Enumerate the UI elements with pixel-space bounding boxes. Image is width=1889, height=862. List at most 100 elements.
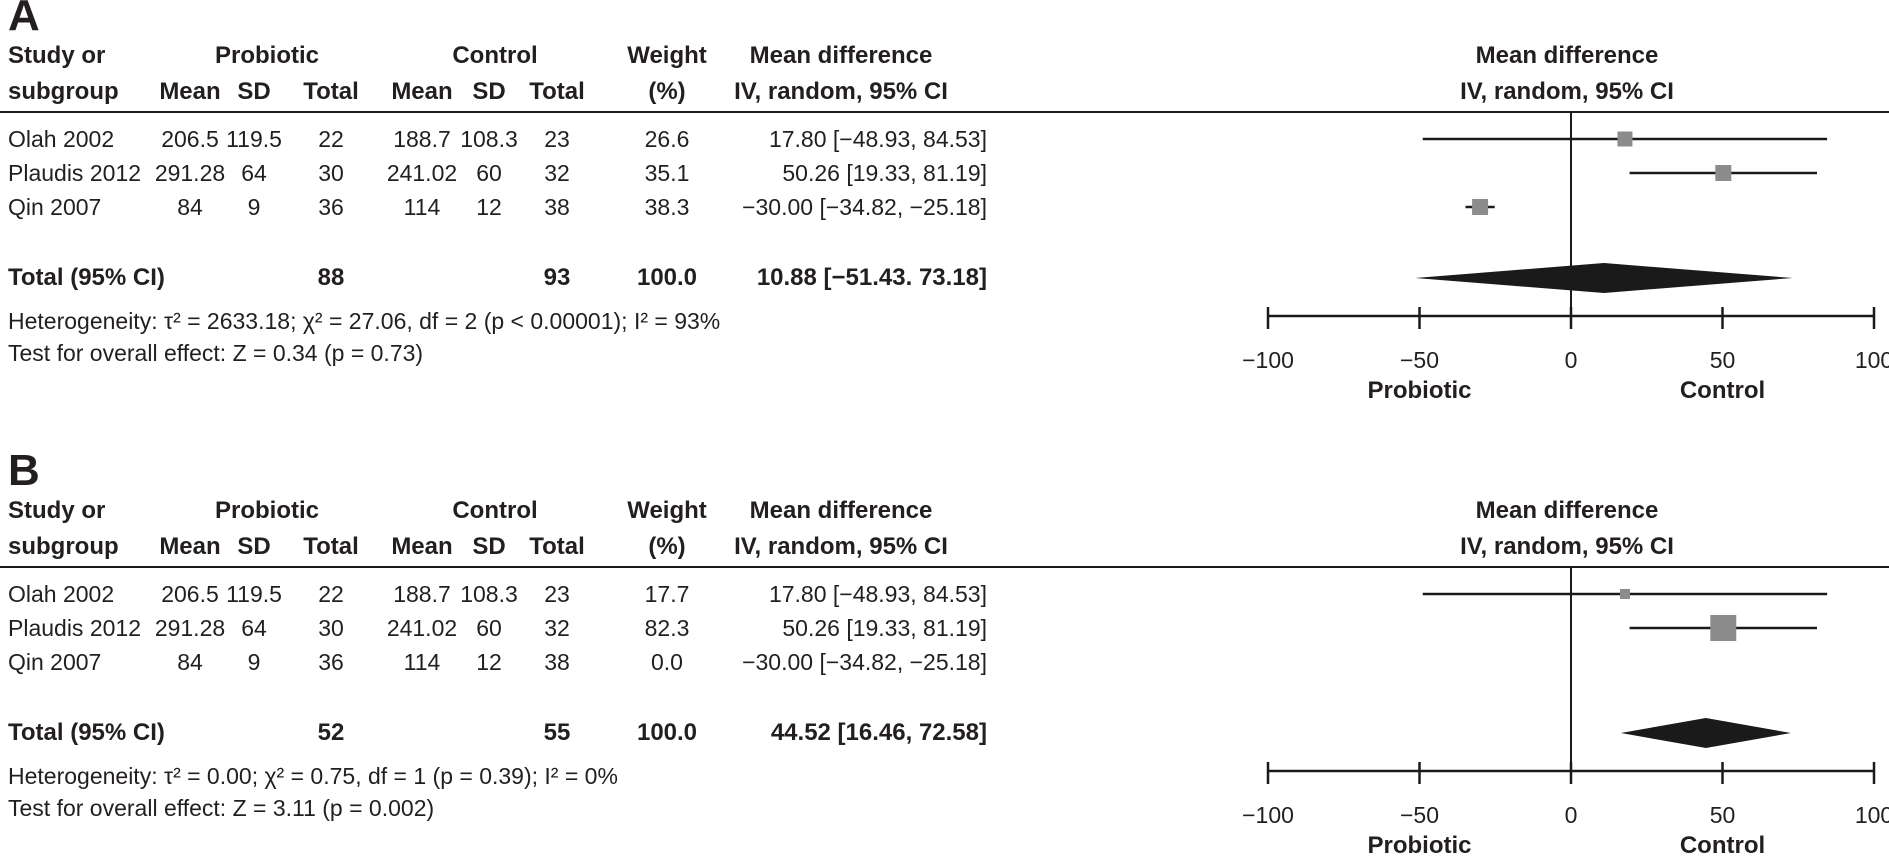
col-header-group-probiotic: Probiotic bbox=[214, 497, 319, 524]
probiotic-mean: 291.28 bbox=[154, 160, 226, 186]
axis-tick-label: −50 bbox=[1400, 802, 1439, 828]
axis-tick-label: 0 bbox=[1565, 802, 1578, 828]
col-header-total-control: Total bbox=[529, 533, 585, 560]
probiotic-mean: 206.5 bbox=[161, 581, 219, 607]
weight-total: 100.0 bbox=[636, 719, 698, 746]
axis-tick-label: −100 bbox=[1242, 347, 1294, 373]
study-row-plaudis-2012: Plaudis 2012 291.28 64 30 241.02 60 32 8… bbox=[0, 613, 1889, 643]
col-header-md-line2: IV, random, 95% CI bbox=[734, 533, 948, 560]
control-total: 38 bbox=[544, 649, 570, 675]
mean-difference-ci: 17.80 [−48.93, 84.53] bbox=[768, 126, 987, 152]
weight-pct: 35.1 bbox=[644, 160, 690, 186]
effect-square bbox=[1472, 199, 1489, 215]
probiotic-mean: 84 bbox=[177, 194, 203, 220]
col-header-study-line2: subgroup bbox=[8, 533, 119, 560]
col-header-study-line1: Study or bbox=[8, 42, 106, 69]
heterogeneity-text: Heterogeneity: τ² = 0.00; χ² = 0.75, df … bbox=[8, 763, 618, 789]
weight-pct: 26.6 bbox=[644, 126, 690, 152]
plot-title-line1: Mean difference bbox=[1475, 42, 1659, 69]
control-mean: 114 bbox=[403, 649, 441, 675]
axis-tick-label: 50 bbox=[1710, 347, 1736, 373]
control-total: 38 bbox=[544, 194, 570, 220]
axis-group-label-left: Probiotic bbox=[1367, 832, 1471, 859]
control-sd: 60 bbox=[476, 615, 502, 641]
col-header-total-probiotic: Total bbox=[303, 78, 359, 105]
panel-a: A Study or Probiotic Control Weight Mean… bbox=[0, 0, 1889, 407]
effect-square bbox=[1715, 165, 1732, 181]
col-header-group-control: Control bbox=[452, 497, 538, 524]
probiotic-total: 22 bbox=[318, 126, 344, 152]
col-header-study-line2: subgroup bbox=[8, 78, 119, 105]
control-mean: 241.02 bbox=[386, 615, 458, 641]
plot-title-line2: IV, random, 95% CI bbox=[1460, 533, 1674, 560]
panel-b-header-row-2: subgroup Mean SD Total Mean SD Total (%)… bbox=[0, 531, 1889, 563]
total-label: Total (95% CI) bbox=[8, 264, 165, 291]
weight-pct: 0.0 bbox=[651, 649, 683, 675]
effect-square bbox=[1617, 131, 1633, 147]
weight-pct: 82.3 bbox=[644, 615, 690, 641]
probiotic-sd: 9 bbox=[247, 194, 261, 220]
col-header-study-line1: Study or bbox=[8, 497, 106, 524]
col-header-md-line1: Mean difference bbox=[749, 42, 933, 69]
col-header-weight-line1: Weight bbox=[627, 42, 707, 69]
axis-tick-label: 0 bbox=[1565, 347, 1578, 373]
probiotic-total: 36 bbox=[318, 194, 344, 220]
study-row-qin-2007: Qin 2007 84 9 36 114 12 38 0.0 −30.00 [−… bbox=[0, 647, 1889, 677]
heterogeneity-text: Heterogeneity: τ² = 2633.18; χ² = 27.06,… bbox=[8, 308, 721, 334]
mean-difference-ci: 50.26 [19.33, 81.19] bbox=[782, 160, 987, 186]
overall-effect-line: Test for overall effect: Z = 0.34 (p = 0… bbox=[0, 338, 1889, 368]
overall-effect-text: Test for overall effect: Z = 3.11 (p = 0… bbox=[8, 795, 435, 821]
probiotic-total-sum: 52 bbox=[317, 719, 345, 746]
axis-tick-label: 50 bbox=[1710, 802, 1736, 828]
effect-square bbox=[1710, 615, 1737, 641]
col-header-weight-line2: (%) bbox=[648, 78, 686, 105]
study-name: Qin 2007 bbox=[8, 649, 102, 675]
study-row-olah-2002: Olah 2002 206.5 119.5 22 188.7 108.3 23 … bbox=[0, 579, 1889, 609]
control-total: 23 bbox=[544, 126, 570, 152]
control-total-sum: 55 bbox=[543, 719, 571, 746]
probiotic-sd: 119.5 bbox=[226, 126, 282, 152]
panel-a-label: A bbox=[8, 0, 40, 40]
forest-plot-b: −100 −50 0 50 100 Probiotic Control bbox=[1242, 568, 1889, 859]
col-header-mean-probiotic: Mean bbox=[159, 78, 221, 105]
mean-difference-ci: −30.00 [−34.82, −25.18] bbox=[742, 649, 987, 675]
col-header-total-probiotic: Total bbox=[303, 533, 359, 560]
pooled-diamond bbox=[1620, 718, 1791, 748]
header-rule bbox=[0, 111, 1889, 113]
probiotic-sd: 64 bbox=[241, 615, 267, 641]
probiotic-total: 36 bbox=[318, 649, 344, 675]
study-name: Plaudis 2012 bbox=[8, 160, 141, 186]
study-name: Olah 2002 bbox=[8, 126, 115, 152]
study-name: Olah 2002 bbox=[8, 581, 115, 607]
axis-group-label-right: Control bbox=[1680, 832, 1765, 859]
control-mean: 241.02 bbox=[386, 160, 458, 186]
col-header-mean-control: Mean bbox=[391, 533, 453, 560]
col-header-mean-control: Mean bbox=[391, 78, 453, 105]
total-row: Total (95% CI) 52 55 100.0 44.52 [16.46,… bbox=[0, 718, 1889, 748]
probiotic-sd: 64 bbox=[241, 160, 267, 186]
probiotic-sd: 9 bbox=[247, 649, 261, 675]
axis-tick-label: −100 bbox=[1242, 802, 1294, 828]
header-rule bbox=[0, 566, 1889, 568]
study-row-qin-2007: Qin 2007 84 9 36 114 12 38 38.3 −30.00 [… bbox=[0, 192, 1889, 222]
col-header-sd-control: SD bbox=[472, 78, 506, 105]
axis-tick-label: 100 bbox=[1855, 802, 1889, 828]
control-total: 32 bbox=[544, 615, 570, 641]
probiotic-total-sum: 88 bbox=[317, 264, 345, 291]
probiotic-mean: 84 bbox=[177, 649, 203, 675]
col-header-group-probiotic: Probiotic bbox=[214, 42, 319, 69]
col-header-group-control: Control bbox=[452, 42, 538, 69]
panel-b-header-row-1: Study or Probiotic Control Weight Mean d… bbox=[0, 495, 1889, 527]
study-name: Qin 2007 bbox=[8, 194, 102, 220]
weight-pct: 17.7 bbox=[644, 581, 690, 607]
overall-effect-text: Test for overall effect: Z = 0.34 (p = 0… bbox=[8, 340, 424, 366]
study-name: Plaudis 2012 bbox=[8, 615, 141, 641]
plot-title-line1: Mean difference bbox=[1475, 497, 1659, 524]
axis-tick-label: 100 bbox=[1855, 347, 1889, 373]
col-header-sd-control: SD bbox=[472, 533, 506, 560]
control-mean: 114 bbox=[403, 194, 441, 220]
plot-title-line2: IV, random, 95% CI bbox=[1460, 78, 1674, 105]
overall-effect-line: Test for overall effect: Z = 3.11 (p = 0… bbox=[0, 793, 1889, 823]
probiotic-total: 30 bbox=[318, 615, 344, 641]
